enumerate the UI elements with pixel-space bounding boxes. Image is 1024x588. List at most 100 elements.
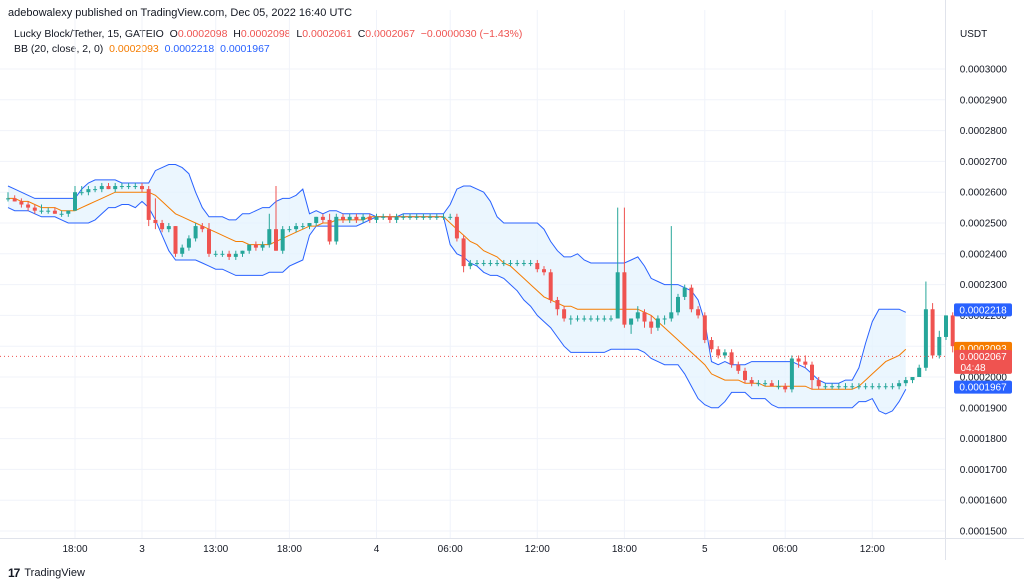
candle xyxy=(528,259,533,267)
price-badge-bg xyxy=(954,380,1012,394)
candle xyxy=(669,226,674,322)
candle-body xyxy=(166,226,171,230)
candle-body xyxy=(843,386,848,388)
candle xyxy=(950,312,955,353)
candle xyxy=(756,380,761,387)
open-value: 0.0002098 xyxy=(177,28,228,40)
price-badge-label: 0.0002218 xyxy=(959,305,1007,316)
candle-body xyxy=(6,198,10,200)
candle-body xyxy=(280,229,285,251)
candle xyxy=(26,201,31,211)
candle-body xyxy=(267,229,272,245)
price-badge-label: 0.0002093 xyxy=(959,344,1007,355)
y-tick-label: 0.0002400 xyxy=(960,249,1008,260)
candle-body xyxy=(923,309,928,368)
candle-body xyxy=(702,315,707,341)
candle-body xyxy=(59,213,64,215)
candle xyxy=(508,259,513,267)
x-axis: 18:00 3 13:00 18:00 4 06:00 12:00 18:00 5 06:00 12… xyxy=(62,544,885,555)
candle-body xyxy=(495,263,500,265)
candle xyxy=(481,259,486,267)
candle xyxy=(850,383,855,390)
bb-label: BB (20, close, 2, 0) xyxy=(14,43,104,55)
candle-body xyxy=(106,186,111,190)
candle xyxy=(602,315,607,322)
candle-body xyxy=(32,207,37,211)
x-tick-label: 06:00 xyxy=(773,544,798,555)
candle-body xyxy=(146,189,151,220)
candle xyxy=(441,213,446,220)
candle-body xyxy=(334,216,339,242)
candle-body xyxy=(26,204,31,208)
candle xyxy=(823,383,828,390)
bb-basis-value: 0.0002093 xyxy=(109,43,159,55)
currency-label: USDT xyxy=(960,29,987,40)
candle-body xyxy=(508,263,513,265)
candle xyxy=(153,198,158,230)
candle xyxy=(300,223,305,230)
candle-body xyxy=(863,386,868,388)
candle xyxy=(783,383,788,393)
candle xyxy=(863,383,868,390)
candle xyxy=(86,186,91,196)
candle-body xyxy=(635,312,640,319)
y-tick-label: 0.0002700 xyxy=(960,157,1008,168)
candle xyxy=(803,355,808,368)
candle-body xyxy=(394,216,399,220)
candle xyxy=(414,213,419,220)
candle-body xyxy=(207,229,211,254)
candle xyxy=(186,235,191,251)
x-tick-label: 12:00 xyxy=(525,544,550,555)
candle xyxy=(676,293,680,316)
candle xyxy=(280,226,285,254)
candle xyxy=(374,213,379,223)
candle-body xyxy=(729,352,734,365)
candle-body xyxy=(709,340,714,350)
candle xyxy=(501,259,506,267)
change-value: −0.0000030 (−1.43%) xyxy=(420,28,523,40)
candle-body xyxy=(595,318,600,320)
candle xyxy=(140,182,144,193)
bb-upper-value: 0.0002218 xyxy=(164,43,215,55)
candle-body xyxy=(676,296,680,313)
candle-body xyxy=(622,272,627,325)
candle xyxy=(434,213,439,220)
candle-body xyxy=(917,367,922,377)
candle-body xyxy=(294,226,299,230)
candle-body xyxy=(434,216,439,218)
candle xyxy=(736,361,741,374)
candle xyxy=(327,213,332,245)
candle xyxy=(910,377,915,384)
candle xyxy=(548,269,553,304)
candle xyxy=(662,315,667,325)
candle-body xyxy=(575,318,580,320)
candle-body xyxy=(341,216,345,220)
candle xyxy=(716,346,721,359)
candle-body xyxy=(776,386,781,388)
candle-body xyxy=(521,263,526,265)
candle xyxy=(843,383,848,390)
close-label: C xyxy=(357,28,366,40)
candle xyxy=(923,281,928,371)
candle-body xyxy=(682,287,687,297)
y-tick-label: 0.0001800 xyxy=(960,434,1008,445)
candle xyxy=(240,250,245,257)
candle xyxy=(588,315,593,322)
candle-body xyxy=(461,238,466,267)
candle xyxy=(307,223,312,230)
candle xyxy=(830,383,835,390)
candle-body xyxy=(454,216,459,239)
candle-body xyxy=(796,358,801,362)
candle-body xyxy=(421,216,426,218)
bb-lower-value: 0.0001967 xyxy=(220,43,270,55)
candle-body xyxy=(629,318,634,325)
candle xyxy=(207,223,211,257)
candle xyxy=(877,383,881,390)
candle-body xyxy=(716,349,721,356)
candle xyxy=(73,186,77,211)
candle xyxy=(39,204,44,214)
candle-body xyxy=(119,186,124,188)
candle xyxy=(897,380,902,390)
candle-body xyxy=(448,216,453,218)
